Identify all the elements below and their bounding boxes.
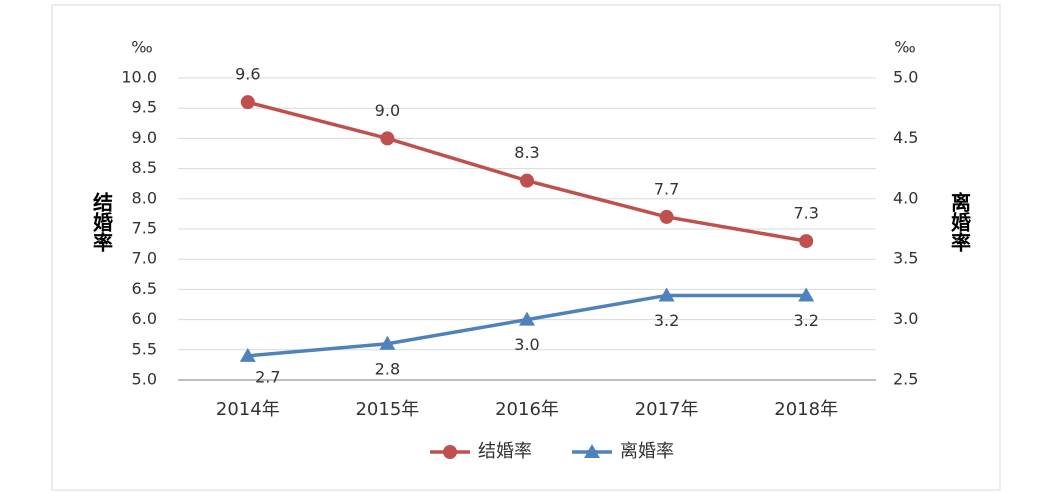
point [379, 335, 396, 350]
point [520, 173, 534, 188]
legend-label: 结婚率 [478, 441, 532, 462]
y-tick-label: 5.0 [132, 370, 157, 389]
point [658, 287, 675, 302]
x-tick-label: 2016年 [495, 399, 559, 420]
y2-tick-label: 3.5 [893, 249, 918, 268]
y-unit: ‰ [131, 38, 152, 57]
point [240, 95, 255, 110]
x-tick-label: 2014年 [216, 399, 280, 420]
y2-tick-label: 4.0 [893, 188, 918, 207]
point [519, 311, 535, 326]
data-label: 2.8 [375, 359, 400, 378]
data-label: 8.3 [514, 143, 539, 162]
data-label: 7.7 [654, 179, 679, 198]
y2-unit: ‰ [894, 38, 915, 57]
x-tick-label: 2015年 [355, 399, 419, 420]
data-label: 3.0 [514, 335, 539, 354]
y-axis-title: 结婚率 [90, 191, 114, 253]
chart-frame [51, 4, 1001, 491]
data-label: 7.3 [793, 204, 818, 223]
data-label: 3.2 [654, 311, 679, 330]
y2-tick-label: 3.0 [893, 309, 918, 328]
data-label: 2.7 [255, 367, 280, 386]
legend-marker [584, 444, 600, 458]
y2-tick-label: 5.0 [893, 68, 918, 87]
data-label: 9.6 [235, 65, 260, 84]
y-tick-label: 5.5 [132, 339, 157, 358]
y-tick-label: 6.5 [132, 279, 157, 298]
y-tick-label: 9.5 [132, 98, 157, 117]
y2-tick-label: 4.5 [893, 128, 918, 147]
legend-label: 离婚率 [620, 441, 674, 462]
point [239, 347, 256, 362]
y-tick-label: 9.0 [132, 128, 157, 147]
data-label: 3.2 [793, 311, 818, 330]
y-tick-label: 10.0 [121, 68, 157, 87]
point [799, 234, 814, 249]
point [380, 131, 395, 146]
y-tick-label: 8.5 [132, 158, 157, 177]
y-tick-label: 8.0 [132, 188, 157, 207]
y-tick-label: 7.5 [132, 219, 157, 238]
x-tick-label: 2017年 [635, 399, 699, 420]
legend-marker [443, 445, 457, 459]
y2-axis-title: 离婚率 [948, 191, 972, 253]
y2-tick-label: 2.5 [893, 370, 918, 389]
point [798, 287, 815, 302]
data-label: 9.0 [375, 101, 400, 120]
x-tick-label: 2018年 [774, 399, 838, 420]
y-tick-label: 6.0 [132, 309, 157, 328]
y-tick-label: 7.0 [132, 249, 157, 268]
point [659, 209, 674, 224]
